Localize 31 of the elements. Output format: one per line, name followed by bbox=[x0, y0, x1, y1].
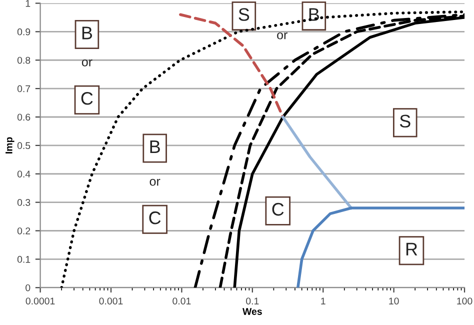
y-tick-label: 1 bbox=[26, 0, 30, 7]
y-tick-label: 0.4 bbox=[17, 170, 30, 178]
y-tick-label: 0.6 bbox=[17, 114, 30, 121]
annotation: or bbox=[150, 178, 160, 186]
annotation: or bbox=[82, 59, 92, 66]
y-axis-title: Imp bbox=[6, 137, 14, 154]
y-tick-label: 0 bbox=[26, 284, 30, 292]
annotation: S bbox=[238, 8, 250, 21]
annotation: B bbox=[150, 140, 160, 153]
x-tick-label: 0.1 bbox=[246, 298, 259, 304]
annotation: C bbox=[149, 211, 161, 224]
x-tick-label: 0.0001 bbox=[26, 298, 55, 304]
y-tick-label: 0.7 bbox=[17, 85, 30, 92]
annotation: B bbox=[82, 26, 92, 40]
y-tick-label: 0.1 bbox=[17, 256, 30, 263]
y-tick-label: 0.5 bbox=[17, 142, 30, 150]
x-tick-label: 10 bbox=[389, 298, 399, 304]
x-tick-label: 0.01 bbox=[172, 298, 191, 304]
x-tick-label: 0.001 bbox=[99, 298, 123, 304]
annotation: or bbox=[277, 32, 288, 40]
y-tick-label: 0.9 bbox=[17, 28, 30, 36]
annotation: S bbox=[400, 114, 410, 128]
annotation: R bbox=[406, 242, 418, 256]
annotation: C bbox=[81, 92, 93, 105]
y-tick-label: 0.8 bbox=[17, 56, 30, 64]
y-tick-label: 0.2 bbox=[17, 227, 30, 234]
x-tick-label: 100 bbox=[457, 298, 472, 304]
x-tick-label: 1 bbox=[321, 298, 326, 304]
y-tick-label: 0.3 bbox=[17, 199, 30, 206]
annotation: C bbox=[272, 202, 284, 216]
x-axis-title: Wes bbox=[242, 308, 262, 315]
